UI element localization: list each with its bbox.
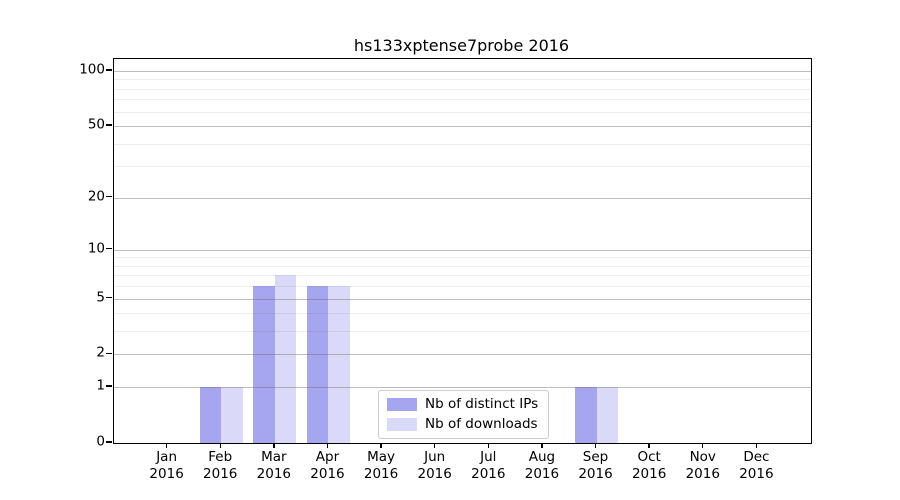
x-tick-mark-jan [165,443,168,448]
gridline-y-60 [114,111,811,113]
x-tick-mark-sep [594,443,597,448]
y-tick-mark-0 [106,441,112,443]
y-tick-label-10: 10 [87,239,105,256]
gridline-y-50 [114,125,811,127]
legend-swatch-downloads [387,418,417,431]
gridline-y-3 [114,331,811,333]
gridline-y-5 [114,298,811,300]
y-tick-mark-2 [106,352,112,355]
gridline-y-4 [114,313,811,315]
y-tick-mark-20 [106,195,112,198]
gridline-y-70 [114,99,811,101]
y-tick-label-0: 0 [96,433,105,450]
gridline-y-9 [114,257,811,259]
x-tick-label-nov: Nov 2016 [685,449,720,482]
gridline-y-10 [114,249,811,251]
x-tick-mark-mar [273,443,275,448]
gridline-y-30 [114,166,811,168]
x-tick-mark-oct [648,443,650,448]
x-tick-label-mar: Mar 2016 [256,449,292,482]
gridline-y-100 [114,70,811,72]
legend-item-distinct-ips: Nb of distinct IPs [387,397,538,412]
gridline-y-1 [114,387,811,389]
bar-sep-downloads [596,387,619,443]
y-tick-mark-100 [106,69,112,71]
x-tick-label-jan: Jan 2016 [149,449,184,482]
x-tick-label-feb: Feb 2016 [203,449,238,482]
x-tick-mark-jul [487,443,489,448]
gridline-y-20 [114,197,811,199]
x-tick-label-jun: Jun 2016 [417,449,452,482]
gridline-y-7 [114,275,811,277]
y-tick-mark-1 [106,385,112,387]
bar-feb-downloads [221,387,243,443]
x-tick-mark-nov [702,443,704,448]
y-tick-mark-5 [106,296,112,299]
bar-sep-distinct-ips [575,387,597,443]
x-tick-mark-may [380,443,382,448]
y-tick-mark-10 [106,247,112,250]
bar-apr-downloads [328,286,350,443]
chart-title: hs133xptense7probe 2016 [353,36,570,55]
gridline-y-8 [114,265,811,267]
x-tick-mark-feb [219,443,221,448]
gridline-y-6 [114,286,811,288]
x-tick-label-oct: Oct 2016 [631,449,667,482]
bar-feb-distinct-ips [199,387,222,443]
y-tick-label-5: 5 [96,288,105,305]
y-tick-label-50: 50 [87,116,105,133]
legend-item-downloads: Nb of downloads [387,417,538,432]
legend-label-distinct-ips: Nb of distinct IPs [425,396,539,412]
bar-mar-downloads [274,275,297,443]
gridline-y-80 [114,88,811,90]
x-tick-mark-jun [433,443,436,448]
x-tick-mark-apr [326,443,329,448]
legend-label-downloads: Nb of downloads [425,416,538,432]
legend-swatch-distinct-ips [387,398,417,411]
bar-apr-distinct-ips [306,286,329,443]
y-tick-label-2: 2 [96,344,105,361]
gridline-y-90 [114,79,811,81]
x-tick-label-dec: Dec 2016 [739,449,774,482]
x-tick-mark-dec [755,443,758,448]
x-tick-label-aug: Aug 2016 [524,449,560,482]
x-tick-label-apr: Apr 2016 [310,449,345,482]
x-tick-label-jul: Jul 2016 [471,449,506,482]
gridline-y-2 [114,354,811,356]
plot-area: Nb of distinct IPs Nb of downloads [113,58,812,444]
y-tick-label-1: 1 [96,377,105,394]
y-tick-mark-50 [106,124,112,126]
y-tick-label-20: 20 [87,187,105,204]
legend: Nb of distinct IPs Nb of downloads [378,390,550,439]
x-tick-mark-aug [541,443,543,448]
bar-mar-distinct-ips [253,286,275,443]
x-tick-label-may: May 2016 [363,449,399,482]
y-tick-label-100: 100 [79,61,105,78]
x-tick-label-sep: Sep 2016 [578,449,613,482]
gridline-y-40 [114,143,811,145]
